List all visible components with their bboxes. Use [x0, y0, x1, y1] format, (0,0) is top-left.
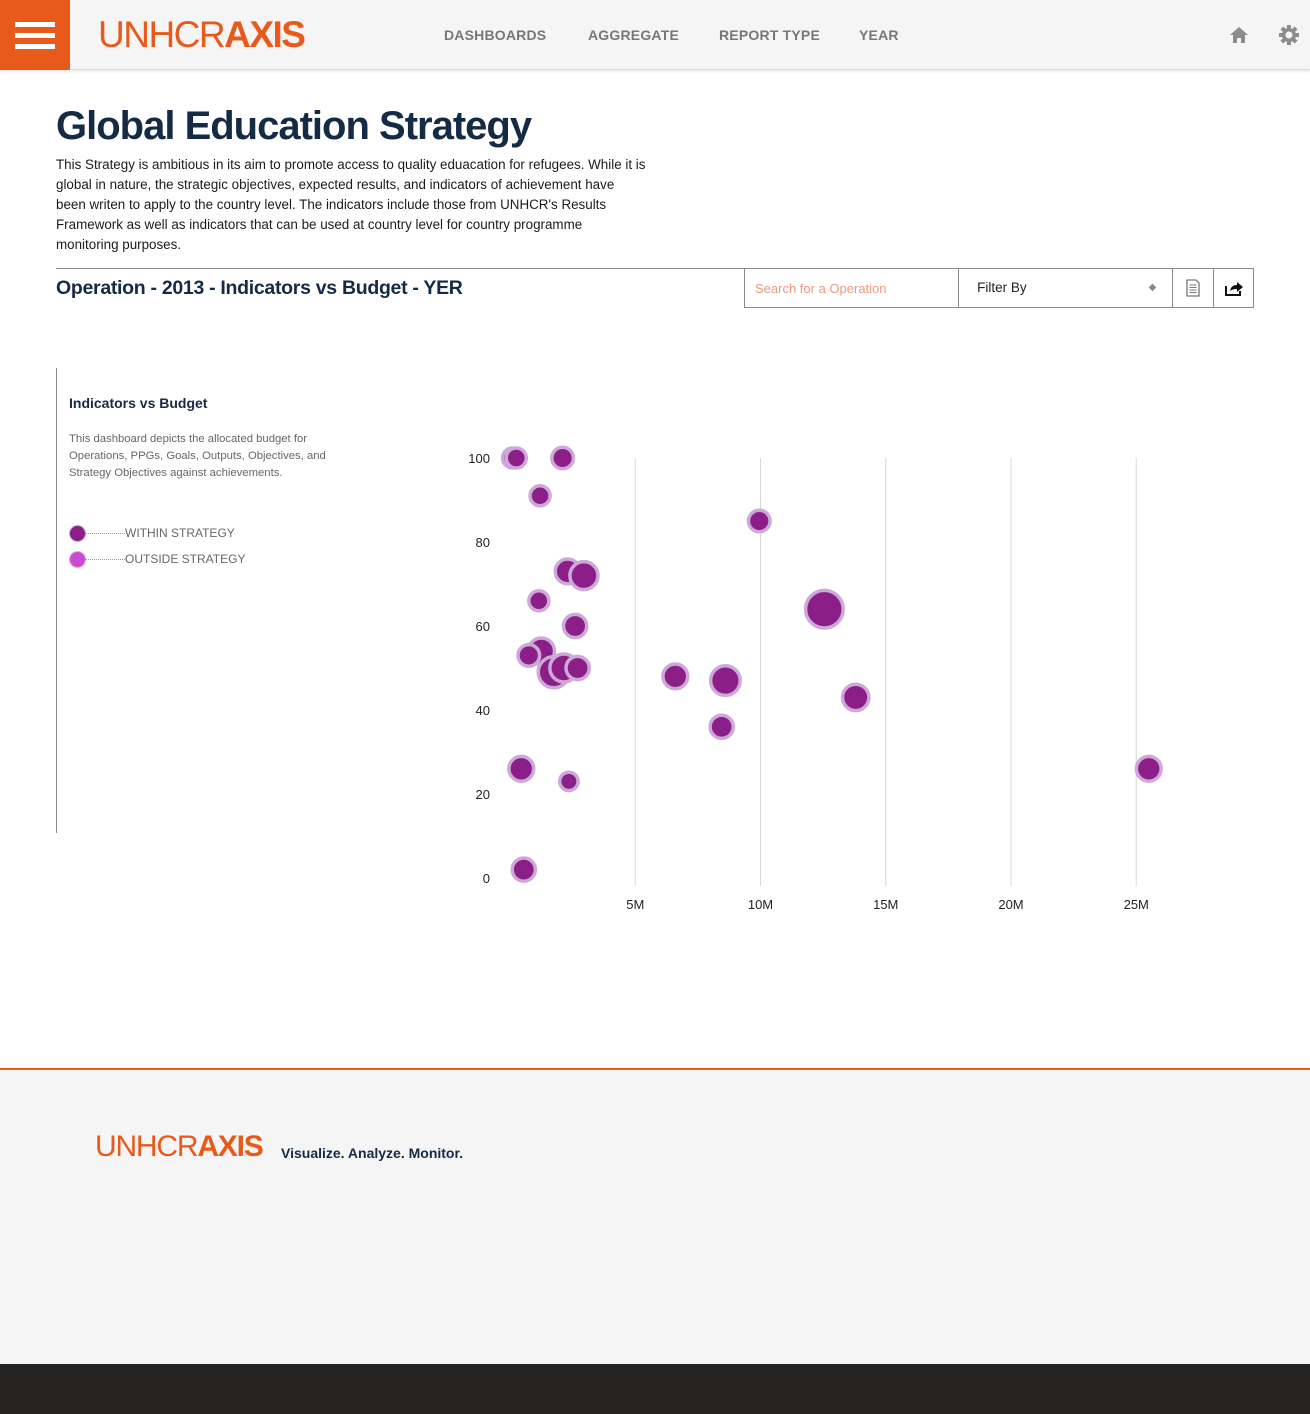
footer: UNHCRAXIS Visualize. Analyze. Monitor. — [0, 1068, 1310, 1364]
data-point[interactable] — [561, 612, 589, 640]
search-operation-input[interactable] — [745, 269, 960, 307]
data-point[interactable] — [840, 682, 871, 713]
footer-tagline: Visualize. Analyze. Monitor. — [281, 1145, 464, 1161]
page-title: Global Education Strategy — [56, 104, 532, 148]
panel-divider — [56, 368, 57, 833]
data-point[interactable] — [708, 713, 736, 741]
data-point[interactable] — [557, 770, 580, 793]
share-icon[interactable] — [1213, 269, 1253, 307]
y-tick-label: 40 — [476, 703, 490, 718]
data-point[interactable] — [661, 662, 690, 691]
bottom-bar — [0, 1364, 1310, 1414]
legend-dot-within-strategy — [70, 526, 85, 541]
y-tick-label: 60 — [476, 619, 490, 634]
nav-item-dashboards[interactable]: DASHBOARDS — [444, 27, 547, 43]
brand-logo[interactable]: UNHCRAXIS — [98, 14, 306, 56]
legend-label-within-strategy: WITHIN STRATEGY — [125, 526, 235, 540]
nav-item-aggregate[interactable]: AGGREGATE — [588, 27, 679, 43]
page-intro: This Strategy is ambitious in its aim to… — [56, 157, 646, 252]
y-tick-label: 0 — [483, 871, 490, 886]
footer-logo-suffix: AXIS — [197, 1130, 263, 1163]
data-point[interactable] — [504, 446, 529, 470]
data-point[interactable] — [507, 754, 536, 783]
data-point[interactable] — [564, 654, 591, 682]
x-tick-label: 15M — [873, 897, 898, 912]
filter-by-dropdown[interactable]: Filter By ◆ — [959, 269, 1174, 307]
y-tick-label: 20 — [476, 787, 490, 802]
data-point[interactable] — [516, 642, 542, 668]
data-point[interactable] — [1134, 754, 1163, 783]
panel-title: Indicators vs Budget — [69, 395, 208, 411]
brand-logo-prefix: UNHCR — [98, 14, 226, 55]
footer-logo[interactable]: UNHCRAXIS — [95, 1130, 264, 1164]
brand-logo-suffix: AXIS — [224, 14, 306, 55]
y-tick-label: 80 — [476, 535, 490, 550]
legend-connector — [85, 559, 125, 560]
x-tick-label: 25M — [1124, 897, 1149, 912]
x-tick-label: 5M — [626, 897, 644, 912]
data-point[interactable] — [746, 508, 772, 534]
data-point[interactable] — [803, 588, 845, 630]
nav-item-report-type[interactable]: REPORT TYPE — [719, 27, 820, 43]
document-icon[interactable] — [1173, 269, 1213, 307]
legend-label-outside-strategy: OUTSIDE STRATEGY — [125, 552, 246, 566]
data-point[interactable] — [527, 589, 551, 613]
top-navigation-bar: UNHCRAXIS DASHBOARDS AGGREGATE REPORT TY… — [0, 0, 1310, 70]
y-tick-label: 100 — [468, 451, 490, 466]
data-point[interactable] — [510, 856, 538, 883]
legend-dot-outside-strategy — [70, 552, 85, 567]
section-divider — [56, 268, 746, 269]
data-point[interactable] — [708, 664, 742, 698]
data-point[interactable] — [568, 559, 600, 592]
section-toolbar: Filter By ◆ — [744, 268, 1254, 308]
home-icon[interactable] — [1228, 24, 1250, 46]
footer-logo-prefix: UNHCR — [95, 1130, 199, 1163]
chevron-updown-icon: ◆ — [1148, 282, 1157, 293]
data-point[interactable] — [550, 445, 576, 471]
legend-connector — [85, 533, 125, 534]
panel-description: This dashboard depicts the allocated bud… — [69, 433, 326, 479]
gear-icon[interactable] — [1278, 24, 1300, 46]
section-title: Operation - 2013 - Indicators vs Budget … — [56, 277, 463, 299]
x-tick-label: 10M — [748, 897, 773, 912]
data-point[interactable] — [528, 484, 552, 508]
x-tick-label: 20M — [998, 897, 1023, 912]
filter-by-label: Filter By — [977, 280, 1027, 295]
nav-item-year[interactable]: YEAR — [859, 27, 899, 43]
menu-icon[interactable] — [0, 0, 70, 70]
